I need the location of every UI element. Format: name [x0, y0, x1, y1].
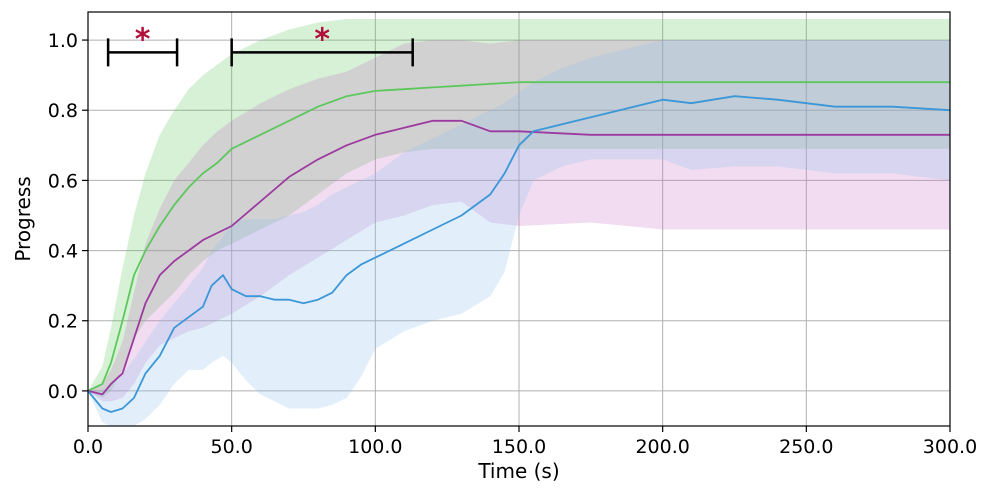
x-axis-title: Time (s)	[477, 459, 559, 483]
series-3-band	[88, 40, 950, 426]
bracket-line	[106, 38, 179, 67]
series-2-band	[88, 40, 950, 402]
significance-bracket-2: *	[230, 22, 414, 67]
axis-ticks: 0.0 50.0 100.0 150.0 200.0 250.0 300.0 0.0 0.2 0.…	[48, 30, 977, 458]
x-tick-label: 100.0	[348, 436, 402, 458]
y-axis-title: Progress	[11, 176, 35, 261]
x-tick-label: 50.0	[211, 436, 253, 458]
x-tick-label: 150.0	[492, 436, 546, 458]
y-tick-label: 0.6	[48, 170, 78, 192]
x-tick-label: 250.0	[779, 436, 833, 458]
series-lines	[88, 81, 950, 413]
series-2-line	[88, 119, 950, 396]
x-tick-label: 0.0	[73, 436, 103, 458]
x-tick-label: 200.0	[635, 436, 689, 458]
y-tick-label: 1.0	[48, 30, 78, 52]
significance-star: *	[314, 22, 330, 57]
y-tick-label: 0.0	[48, 381, 78, 403]
y-tick-label: 0.4	[48, 241, 78, 263]
y-tick-label: 0.8	[48, 100, 78, 122]
grid-lines	[87, 12, 951, 426]
y-tick-label: 0.2	[48, 311, 78, 333]
series-1-line	[88, 81, 950, 392]
significance-annotations: * *	[106, 22, 414, 67]
x-tick-label: 300.0	[923, 436, 977, 458]
bracket-line	[230, 38, 414, 67]
significance-star: *	[135, 22, 151, 57]
series-3-line	[88, 95, 950, 413]
significance-bracket-1: *	[106, 22, 179, 67]
